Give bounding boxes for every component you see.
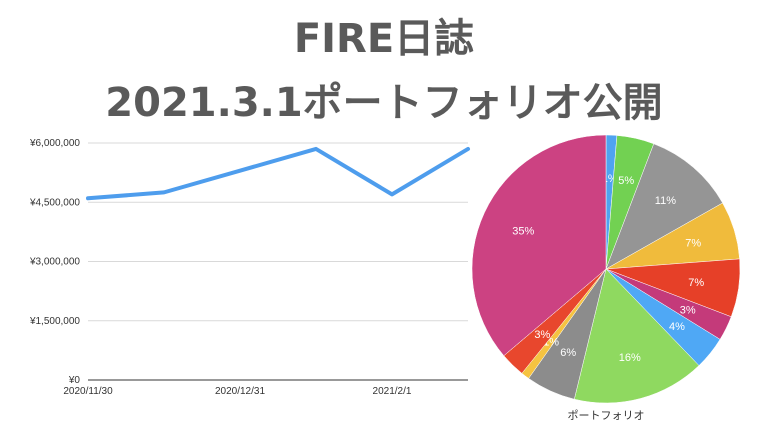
y-tick-label: ¥6,000,000: [29, 138, 80, 149]
series-line: [86, 146, 470, 201]
pie-slice-label: 3%: [680, 304, 696, 316]
pie-slice-label: 7%: [685, 237, 701, 249]
pie-slice-label: 3%: [534, 329, 550, 341]
title-line-1: FIRE日誌: [293, 16, 475, 62]
x-tick-label: 2020/11/30: [63, 386, 113, 397]
pie-slice-label: 7%: [688, 277, 704, 289]
pie-slice: [574, 268, 700, 404]
y-tick-label: ¥4,500,000: [29, 197, 80, 208]
pie-slice-label: 11%: [655, 195, 676, 207]
pie-caption: ポートフォリオ: [568, 409, 645, 422]
x-tick-label: 2021/2/1: [373, 386, 412, 397]
pie-slice-label: 6%: [560, 347, 576, 359]
pie-slice-label: 4%: [669, 321, 685, 333]
pie-slice-label: 5%: [618, 175, 634, 187]
pie-slice: [605, 143, 723, 270]
x-tick-label: 2020/12/31: [215, 386, 265, 397]
y-tick-label: ¥1,500,000: [29, 316, 80, 327]
pie-slice-label: 35%: [512, 226, 534, 238]
y-tick-label: ¥0: [68, 375, 81, 386]
y-tick-label: ¥3,000,000: [29, 257, 80, 268]
pie-slice-label: 16%: [619, 352, 641, 364]
pie-slice: [471, 134, 607, 357]
title-line-2: 2021.3.1ポートフォリオ公開: [105, 80, 663, 126]
